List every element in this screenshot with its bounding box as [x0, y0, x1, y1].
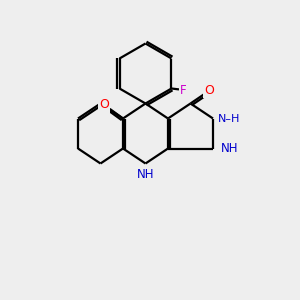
Text: O: O: [100, 98, 109, 112]
Text: O: O: [204, 84, 214, 98]
Text: F: F: [180, 83, 186, 97]
Text: NH: NH: [137, 168, 154, 182]
Text: N–H: N–H: [218, 113, 241, 124]
Text: NH: NH: [221, 142, 238, 155]
